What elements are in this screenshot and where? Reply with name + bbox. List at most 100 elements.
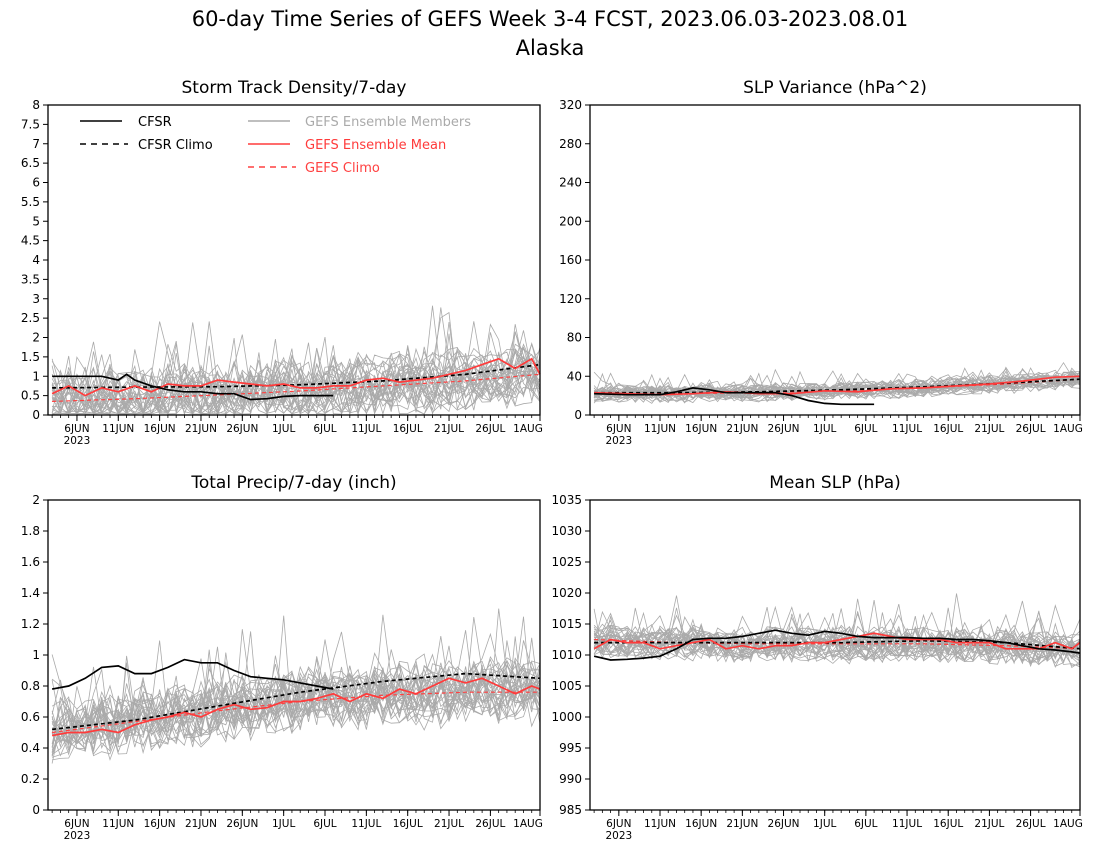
storm-track-y-tick-label: 0.5 [21, 389, 40, 403]
total-precip-panel: Total Precip/7-day (inch) 0 0.2 0.4 0.6 0.8 1 1… [21, 473, 543, 842]
storm-track-member-line [51, 340, 541, 416]
precip-y-tick-label: 0.6 [21, 710, 40, 724]
slp-variance-y-tick-label: 0 [574, 408, 582, 422]
mean-slp-member-line [593, 629, 1081, 662]
slp-variance-x-tick-label: 1AUG [1053, 423, 1083, 435]
storm-track-y-tick-label: 0 [32, 408, 40, 422]
storm-track-x-tick-label: 1JUL [272, 423, 295, 435]
mean-slp-cfsr-climo-line [594, 639, 1081, 650]
storm-track-y-tick-label: 8 [32, 98, 40, 112]
mean-slp-x-tick-label: 26JUN [768, 818, 800, 830]
storm-track-y-tick-label: 3 [32, 292, 40, 306]
precip-x-tick-label: 26JUL [475, 818, 505, 830]
legend-cfsr-climo-label: CFSR Climo [138, 138, 213, 153]
mean-slp-y-tick-label: 1020 [551, 586, 582, 600]
legend-gefs-climo-label: GEFS Climo [305, 161, 380, 176]
storm-track-members [51, 305, 541, 416]
mean-slp-x-tick-label: 11JUN [644, 818, 676, 830]
mean-slp-mean-line [593, 632, 1081, 650]
storm-track-y-tick-label: 3.5 [21, 272, 40, 286]
figure-title: 60-day Time Series of GEFS Week 3-4 FCST… [192, 7, 909, 31]
storm-track-y-tick-label: 1.5 [21, 350, 40, 364]
mean-slp-members [593, 593, 1081, 669]
storm-track-x-tick-label: 11JUN [102, 423, 134, 435]
mean-slp-member-line [593, 607, 1081, 665]
slp-variance-x-tick-label: 6JUL [854, 423, 877, 435]
storm-track-y-tick-label: 6 [32, 176, 40, 190]
mean-slp-y-tick-label: 1025 [551, 555, 582, 569]
precip-y-tick-label: 1 [32, 648, 40, 662]
storm-track-y-tick-label: 5 [32, 214, 40, 228]
mean-slp-x-tick-label: 1JUL [813, 818, 836, 830]
precip-y-tick-label: 0.4 [21, 741, 40, 755]
storm-track-y-tick-label: 2.5 [21, 311, 40, 325]
storm-track-x-tick-label: 1AUG [513, 423, 543, 435]
precip-year-label: 2023 [64, 830, 91, 842]
slp-variance-x-tick-label: 16JUN [685, 423, 717, 435]
precip-x-tick-label: 1AUG [513, 818, 543, 830]
mean-slp-gefs-climo-line [594, 638, 1081, 650]
mean-slp-y-tick-label: 1030 [551, 524, 582, 538]
slp-variance-y-tick-label: 320 [559, 98, 582, 112]
precip-y-tick-label: 2 [32, 493, 40, 507]
legend: CFSR CFSR Climo GEFS Ensemble Members GE… [80, 115, 471, 176]
mean-slp-x-tick-label: 21JUN [726, 818, 758, 830]
storm-track-y-tick-label: 7.5 [21, 117, 40, 131]
mean-slp-y-tick-label: 990 [559, 772, 582, 786]
storm-track-y-tick-label: 4 [32, 253, 40, 267]
precip-x-tick-label: 16JUN [144, 818, 176, 830]
storm-track-density-panel: Storm Track Density/7-day 0 0.5 1 1.5 2 2.5 3 3.… [21, 78, 543, 447]
storm-track-y-tick-label: 4.5 [21, 234, 40, 248]
storm-track-member-line [52, 333, 541, 415]
storm-track-member-line [52, 321, 541, 415]
mean-slp-x-tick-label: 21JUL [974, 818, 1004, 830]
precip-y-tick-label: 1.2 [21, 617, 40, 631]
precip-title: Total Precip/7-day (inch) [190, 473, 396, 493]
precip-y-tick-label: 1.8 [21, 524, 40, 538]
precip-y-tick-label: 1.6 [21, 555, 40, 569]
precip-plot-frame [47, 499, 541, 811]
storm-track-y-tick-label: 6.5 [21, 156, 40, 170]
slp-variance-x-tick-label: 11JUL [892, 423, 922, 435]
precip-y-tick-label: 1.4 [21, 586, 40, 600]
precip-member-line [51, 678, 541, 764]
mean-slp-member-line [593, 593, 1081, 654]
mean-slp-x-tick-label: 1AUG [1053, 818, 1083, 830]
storm-track-x-tick-label: 6JUN [64, 423, 89, 435]
storm-track-year-label: 2023 [64, 435, 91, 447]
mean-slp-title: Mean SLP (hPa) [769, 473, 901, 493]
precip-x-tick-label: 6JUL [313, 818, 336, 830]
mean-slp-x-tick-label: 26JUL [1016, 818, 1046, 830]
mean-slp-year-label: 2023 [605, 830, 632, 842]
storm-track-cfsr-climo-line [52, 363, 541, 389]
figure-subtitle: Alaska [516, 36, 585, 60]
storm-track-member-line [51, 349, 541, 408]
precip-y-tick-label: 0 [32, 803, 40, 817]
slp-variance-x-tick-label: 26JUL [1016, 423, 1046, 435]
mean-slp-y-tick-label: 1000 [551, 710, 582, 724]
precip-y-tick-label: 0.8 [21, 679, 40, 693]
storm-track-gefs-climo-line [52, 373, 541, 402]
mean-slp-y-tick-label: 995 [559, 741, 582, 755]
precip-x-tick-label: 26JUN [226, 818, 258, 830]
precip-y-tick-label: 0.2 [21, 772, 40, 786]
storm-track-mean-line [51, 357, 541, 397]
legend-members-label: GEFS Ensemble Members [305, 115, 471, 130]
slp-variance-x-tick-label: 21JUN [726, 423, 758, 435]
mean-slp-y-tick-label: 1010 [551, 648, 582, 662]
mean-slp-x-tick-label: 11JUL [892, 818, 922, 830]
storm-track-x-tick-label: 26JUN [226, 423, 258, 435]
storm-track-y-tick-label: 5.5 [21, 195, 40, 209]
precip-x-tick-label: 16JUL [393, 818, 423, 830]
precip-mean-line [51, 677, 541, 737]
slp-variance-y-tick-label: 160 [559, 253, 582, 267]
storm-track-x-tick-label: 16JUN [144, 423, 176, 435]
storm-track-x-tick-label: 26JUL [475, 423, 505, 435]
mean-slp-y-tick-label: 1015 [551, 617, 582, 631]
slp-variance-cfsr-climo-line [594, 378, 1081, 394]
precip-member-line [51, 654, 541, 739]
slp-variance-y-tick-label: 80 [567, 331, 582, 345]
slp-variance-y-tick-label: 280 [559, 137, 582, 151]
slp-variance-x-tick-label: 16JUL [933, 423, 963, 435]
